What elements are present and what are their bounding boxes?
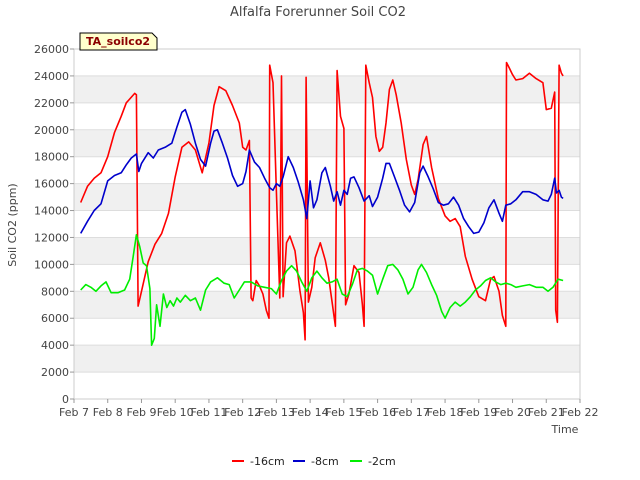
x-tick-label: Feb 9 (126, 406, 156, 419)
plot-band (74, 210, 580, 238)
plot-frame (73, 48, 581, 400)
plot-band (74, 129, 580, 157)
x-tick-label: Feb 12 (224, 406, 261, 419)
plot-band (74, 156, 580, 184)
plot-band (74, 318, 580, 346)
series-badge-text: TA_soilco2 (86, 35, 150, 48)
x-tick-label: Feb 8 (93, 406, 123, 419)
series-badge-box (79, 32, 158, 51)
x-tick-label: Feb 15 (325, 406, 362, 419)
x-tick-label: Feb 19 (460, 406, 497, 419)
x-tick-label: Feb 17 (393, 406, 430, 419)
y-tick-label: 10000 (34, 258, 69, 271)
series-line-neg2cm (80, 234, 564, 347)
legend-label: -2cm (368, 455, 396, 468)
legend-label: -16cm (250, 455, 285, 468)
plot-band (74, 345, 580, 373)
legend: -16cm -8cm -2cm (232, 455, 396, 468)
x-tick-label: Feb 22 (562, 406, 599, 419)
y-tick-label: 22000 (34, 97, 69, 110)
plot-band (74, 49, 580, 76)
y-tick-label: 2000 (41, 366, 69, 379)
x-tick-label: Feb 14 (292, 406, 329, 419)
series-badge: TA_soilco2 (79, 32, 158, 51)
plot-band (74, 102, 580, 130)
series-line-neg8cm (80, 108, 564, 235)
y-tick-label: 24000 (34, 70, 69, 83)
y-tick-label: 20000 (34, 124, 69, 137)
y-tick-label: 8000 (41, 285, 69, 298)
series-line-neg16cm (79, 61, 564, 341)
x-axis-label: Time (551, 423, 579, 436)
y-axis-label: Soil CO2 (ppm) (6, 183, 19, 266)
plot-band (74, 372, 580, 399)
x-tick-label: Feb 13 (258, 406, 295, 419)
plot-band (74, 183, 580, 211)
y-tick-label: 6000 (41, 312, 69, 325)
x-tick-label: Feb 21 (528, 406, 565, 419)
y-tick-label: 4000 (41, 339, 69, 352)
legend-label: -8cm (311, 455, 339, 468)
plot-band (74, 75, 580, 103)
x-tick-label: Feb 10 (157, 406, 194, 419)
x-tick-label: Feb 18 (427, 406, 464, 419)
y-tick-label: 16000 (34, 178, 69, 191)
y-tick-label: 12000 (34, 231, 69, 244)
y-tick-label: 14000 (34, 205, 69, 218)
series-layer (79, 61, 564, 347)
plot-band (74, 237, 580, 265)
x-tick-label: Feb 7 (59, 406, 89, 419)
x-tick-label: Feb 11 (190, 406, 227, 419)
chart-title: Alfalfa Forerunner Soil CO2 (230, 5, 406, 20)
y-tick-label: 0 (62, 393, 69, 406)
plot-background-bands (74, 49, 580, 399)
y-tick-label: 18000 (34, 151, 69, 164)
y-tick-label: 26000 (34, 43, 69, 56)
x-tick-label: Feb 20 (494, 406, 531, 419)
x-tick-label: Feb 16 (359, 406, 396, 419)
y-axis-ticks: 0 2000 4000 6000 8000 10000 12000 14000 16000 180… (34, 43, 74, 406)
